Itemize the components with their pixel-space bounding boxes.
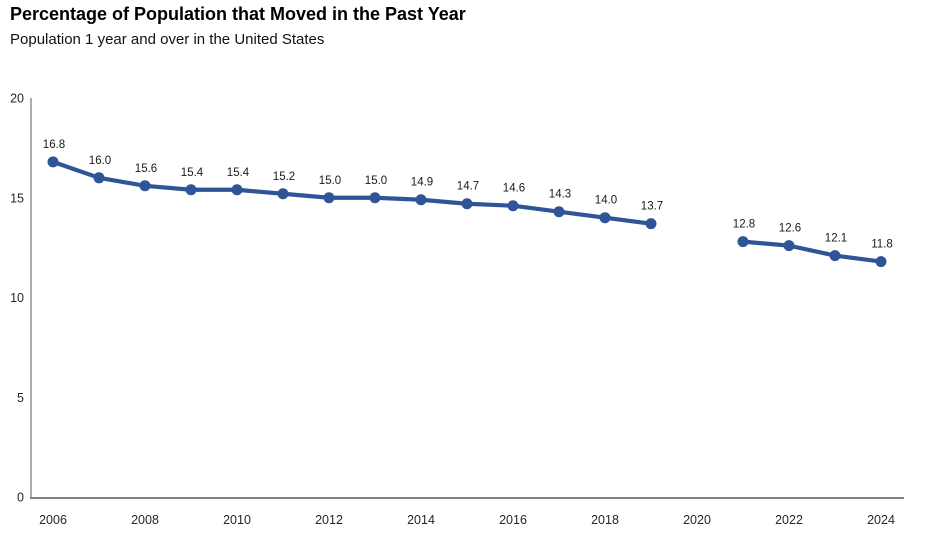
data-point-marker <box>369 192 381 204</box>
y-axis-tick-label: 15 <box>10 191 24 205</box>
series-line <box>740 239 884 264</box>
data-point-label: 15.6 <box>135 163 157 175</box>
x-axis-tick-label: 2022 <box>775 513 803 527</box>
data-point-marker <box>783 240 795 252</box>
y-axis-tick-label: 0 <box>17 491 24 505</box>
data-point-marker <box>461 198 473 210</box>
y-axis-tick-label: 5 <box>17 391 24 405</box>
data-point-marker <box>415 194 427 206</box>
data-point-marker <box>507 200 519 212</box>
data-point-label: 15.4 <box>227 167 250 179</box>
chart-subtitle: Population 1 year and over in the United… <box>10 31 325 48</box>
y-axis-tick-label: 10 <box>10 291 24 305</box>
data-point-label: 16.0 <box>89 155 111 167</box>
data-point-marker <box>829 250 841 262</box>
data-point-marker <box>47 156 59 168</box>
series-line <box>50 159 654 226</box>
x-axis-tick-label: 2008 <box>131 513 159 527</box>
data-point-label: 12.8 <box>733 219 755 231</box>
data-point-marker <box>231 184 243 196</box>
data-point-label: 14.9 <box>411 177 433 189</box>
chart-title: Percentage of Population that Moved in t… <box>10 4 466 24</box>
data-point-label: 12.6 <box>779 223 801 235</box>
x-axis-tick-label: 2024 <box>867 513 895 527</box>
data-point-label: 14.7 <box>457 181 479 193</box>
data-point-label: 11.8 <box>871 239 893 251</box>
x-axis-tick-label: 2020 <box>683 513 711 527</box>
data-point-label: 14.6 <box>503 183 525 195</box>
data-point-label: 13.7 <box>641 201 663 213</box>
data-point-marker <box>185 184 197 196</box>
data-point-marker <box>599 212 611 224</box>
x-axis-tick-label: 2010 <box>223 513 251 527</box>
data-point-marker <box>553 206 565 218</box>
x-axis-tick-label: 2012 <box>315 513 343 527</box>
y-axis-tick-label: 20 <box>10 92 24 106</box>
data-point-label: 15.0 <box>365 175 387 187</box>
x-axis-tick-label: 2014 <box>407 513 435 527</box>
data-point-label: 14.0 <box>595 195 617 207</box>
data-point-label: 15.2 <box>273 171 295 183</box>
data-point-marker <box>139 180 151 192</box>
data-point-marker <box>875 256 887 268</box>
data-point-label: 14.3 <box>549 189 571 201</box>
x-axis-tick-label: 2016 <box>499 513 527 527</box>
data-point-marker <box>93 172 105 184</box>
data-point-label: 15.0 <box>319 175 341 187</box>
data-point-label: 15.4 <box>181 167 204 179</box>
data-point-marker <box>645 218 657 230</box>
x-axis-tick-label: 2018 <box>591 513 619 527</box>
x-axis-tick-label: 2006 <box>39 513 67 527</box>
data-point-marker <box>737 236 749 248</box>
data-point-marker <box>277 188 289 200</box>
data-point-marker <box>323 192 335 204</box>
data-point-label: 16.8 <box>43 139 65 151</box>
data-point-label: 12.1 <box>825 233 847 245</box>
